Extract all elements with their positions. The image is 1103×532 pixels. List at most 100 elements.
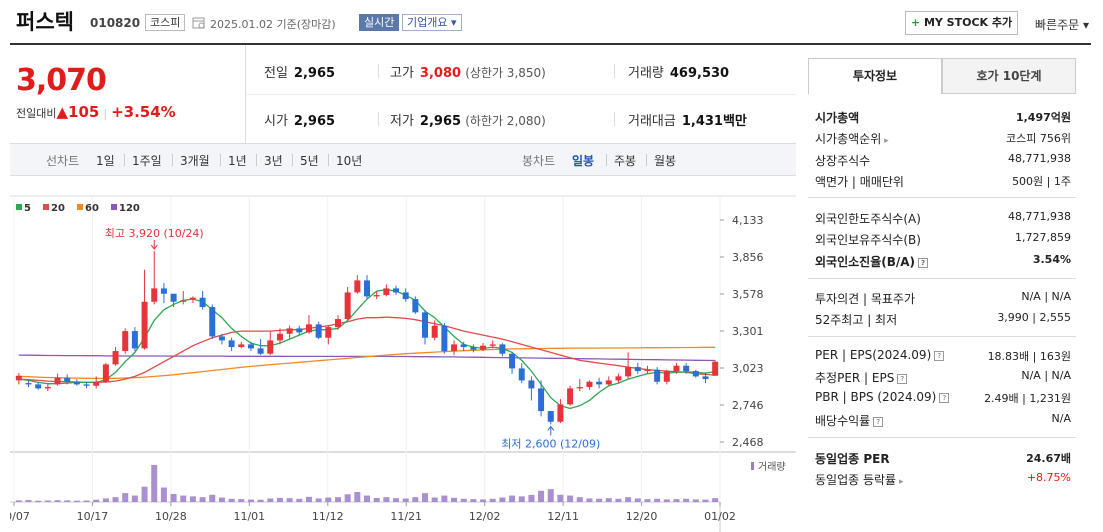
volume-bar <box>712 498 719 502</box>
period-selector <box>10 143 796 176</box>
market-cap-rank[interactable]: 시가총액순위 ▸ 코스피 756위 <box>815 132 1071 146</box>
candle-body <box>344 292 351 320</box>
period-10y[interactable]: 10년 <box>336 154 363 168</box>
candle-body <box>586 381 593 388</box>
volume-bar <box>596 498 603 502</box>
volume-bar <box>93 499 100 502</box>
candle-body <box>112 351 119 365</box>
candle-body <box>499 344 506 354</box>
volume-bar <box>334 497 341 502</box>
volume-bar <box>654 498 661 502</box>
period-1y[interactable]: 1년 <box>228 154 247 168</box>
price-change: 전일대비▲105 | +3.54% <box>16 103 176 121</box>
open-price: 시가 2,965 <box>264 114 336 129</box>
help-icon[interactable]: ? <box>934 350 945 361</box>
ma20-line <box>18 316 716 384</box>
candle-weekly[interactable]: 주봉 <box>614 154 637 168</box>
pbr-bps: PBR | BPS (2024.09)? 2.49배 | 1,231원 <box>815 390 1071 405</box>
volume-bar <box>364 495 370 502</box>
candle-body <box>431 325 438 338</box>
price-chart[interactable]: 5 20 60 120 거래량 4,133 3,856 3,578 3,301 3,023 2,… <box>10 180 796 532</box>
period-1d[interactable]: 1일 <box>96 154 115 168</box>
volume-bar <box>151 465 158 502</box>
chevron-right-icon: ▸ <box>881 136 889 146</box>
candle-body <box>160 288 167 294</box>
add-mystock-button[interactable]: + MY STOCK 추가 <box>905 11 1018 35</box>
volume-bar <box>576 497 583 502</box>
candle-body <box>102 364 109 382</box>
volume-bar <box>451 497 458 502</box>
legend-label: 120 <box>119 203 140 214</box>
sector-change-rate[interactable]: 동일업종 등락률 ▸ +8.75% <box>815 471 1071 487</box>
panel-divider <box>808 336 1076 337</box>
day-low: 저가 2,965 (하한가 2,080) <box>390 114 546 129</box>
candle-body <box>334 319 341 328</box>
high-annotation: 최고 3,920 (10/24) <box>105 227 204 240</box>
help-icon[interactable]: ? <box>918 257 929 268</box>
volume-bar <box>54 500 61 502</box>
candle-body <box>393 288 400 293</box>
candle-body <box>480 345 487 350</box>
help-icon[interactable]: ? <box>939 392 950 403</box>
legend-label: 20 <box>51 203 65 214</box>
volume-bar <box>141 486 148 502</box>
period-5y[interactable]: 5년 <box>300 154 319 168</box>
volume-bar <box>538 490 545 502</box>
volume-bar <box>460 498 467 502</box>
change-label: 전일대비 <box>16 107 57 120</box>
quick-order-dropdown[interactable]: 빠른주문 ▾ <box>1035 18 1089 32</box>
candles <box>15 251 719 425</box>
stat-separator <box>614 64 615 78</box>
volume-bar <box>286 498 293 502</box>
high-arrow-head <box>150 244 158 250</box>
volume-bar <box>431 497 438 502</box>
help-icon[interactable]: ? <box>873 416 884 427</box>
candle-body <box>634 367 641 372</box>
volume-bar <box>170 493 177 502</box>
candle-monthly[interactable]: 월봉 <box>654 154 677 168</box>
volume-bar <box>35 500 42 502</box>
period-3m[interactable]: 3개월 <box>180 154 210 168</box>
volume-legend-swatch <box>751 462 754 470</box>
candle-body <box>15 375 22 381</box>
candle-body <box>654 369 661 382</box>
volume-bar <box>683 498 690 502</box>
candle-chart-label: 봉차트 <box>522 154 556 168</box>
candle-body <box>83 384 90 386</box>
period-1w[interactable]: 1주일 <box>132 154 162 168</box>
up-arrow-icon: ▲ <box>56 103 69 121</box>
tab-invest-info[interactable]: 투자정보 <box>808 58 942 94</box>
volume-label: 거래량 <box>758 461 786 473</box>
company-profile-dropdown[interactable]: 기업개요 ▾ <box>402 14 462 31</box>
candle-body <box>373 295 380 297</box>
candle-daily[interactable]: 일봉 <box>572 154 595 168</box>
market-badge: 코스피 <box>145 14 186 31</box>
period-separator <box>292 154 293 166</box>
realtime-button[interactable]: 실시간 <box>359 14 400 31</box>
volume-bar <box>325 497 332 502</box>
candle-body <box>673 365 680 372</box>
candle-body <box>412 299 419 313</box>
period-separator <box>172 154 173 166</box>
volume-bar <box>605 498 612 502</box>
x-tick-label: 10/07 <box>10 510 30 523</box>
y-tick-label: 2,746 <box>732 399 764 412</box>
volume-bar <box>83 500 90 502</box>
candle-body <box>538 388 545 412</box>
candle-body <box>605 380 612 385</box>
candle-body <box>383 288 390 296</box>
candle-body <box>189 297 196 300</box>
volume-bar <box>702 499 709 502</box>
period-separator <box>124 154 125 166</box>
volume-bar <box>673 499 680 502</box>
x-tick-label: 11/01 <box>233 510 265 523</box>
week52-high-low: 52주최고 | 최저 3,990 | 2,555 <box>815 311 1071 327</box>
panel-divider <box>808 197 1076 198</box>
volume-bar <box>180 495 187 502</box>
y-tick-label: 3,578 <box>732 288 764 301</box>
help-icon[interactable]: ? <box>897 373 908 384</box>
volume-bar <box>344 494 351 502</box>
period-3y[interactable]: 3년 <box>264 154 283 168</box>
candle-body <box>325 327 332 338</box>
tab-order-book[interactable]: 호가 10단계 <box>942 58 1076 94</box>
